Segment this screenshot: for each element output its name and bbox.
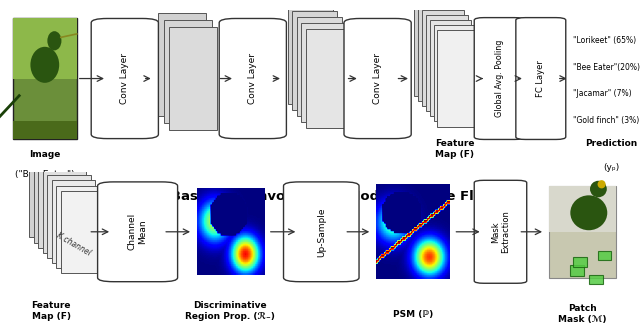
Ellipse shape bbox=[570, 195, 607, 230]
Text: K channel: K channel bbox=[55, 231, 92, 258]
Bar bbox=[301, 23, 346, 122]
Ellipse shape bbox=[590, 181, 607, 197]
Bar bbox=[549, 186, 616, 278]
FancyBboxPatch shape bbox=[474, 17, 524, 140]
Bar bbox=[292, 11, 337, 110]
Text: Feature
Map (F): Feature Map (F) bbox=[31, 301, 71, 321]
Bar bbox=[169, 27, 216, 130]
Text: Conv Layer: Conv Layer bbox=[373, 53, 382, 104]
Bar bbox=[589, 275, 603, 284]
Text: Prediction: Prediction bbox=[585, 139, 637, 148]
Bar bbox=[598, 251, 611, 260]
Ellipse shape bbox=[47, 31, 61, 50]
Text: "Bee Eater"(20%): "Bee Eater"(20%) bbox=[573, 63, 640, 72]
FancyBboxPatch shape bbox=[284, 182, 359, 282]
Bar bbox=[288, 5, 333, 104]
Bar bbox=[13, 18, 77, 139]
Bar bbox=[158, 13, 206, 116]
Bar bbox=[61, 191, 104, 273]
Text: (a) Baseline Convolutional Model Feature Flow: (a) Baseline Convolutional Model Feature… bbox=[145, 190, 495, 203]
Text: FC Layer: FC Layer bbox=[536, 60, 545, 97]
FancyBboxPatch shape bbox=[92, 18, 159, 139]
Bar bbox=[56, 185, 100, 268]
Bar bbox=[549, 186, 616, 232]
Text: Conv Layer: Conv Layer bbox=[248, 53, 257, 104]
Bar bbox=[164, 20, 211, 123]
FancyBboxPatch shape bbox=[97, 182, 177, 282]
Bar bbox=[13, 18, 77, 79]
Bar bbox=[422, 10, 464, 106]
Bar bbox=[47, 176, 91, 258]
Ellipse shape bbox=[598, 180, 605, 188]
Bar bbox=[438, 30, 479, 127]
Bar bbox=[52, 181, 95, 263]
Text: Image: Image bbox=[29, 149, 61, 158]
Bar bbox=[419, 5, 460, 101]
Bar bbox=[570, 265, 584, 276]
Ellipse shape bbox=[31, 47, 60, 83]
Bar bbox=[415, 0, 456, 96]
Text: Global Avg. Pooling: Global Avg. Pooling bbox=[495, 40, 504, 117]
Bar bbox=[13, 120, 77, 139]
Bar bbox=[38, 165, 82, 248]
FancyBboxPatch shape bbox=[219, 18, 287, 139]
Text: Conv Layer: Conv Layer bbox=[120, 53, 129, 104]
Text: (yₚ): (yₚ) bbox=[603, 163, 620, 172]
Bar bbox=[430, 20, 472, 116]
Bar bbox=[29, 155, 73, 238]
FancyBboxPatch shape bbox=[344, 18, 412, 139]
Bar bbox=[297, 17, 342, 116]
Bar bbox=[34, 160, 77, 243]
Text: "Gold finch" (3%): "Gold finch" (3%) bbox=[573, 116, 639, 125]
Bar bbox=[426, 15, 468, 111]
Bar bbox=[43, 170, 86, 253]
Text: Mask
Extraction: Mask Extraction bbox=[491, 210, 510, 253]
Bar bbox=[573, 257, 587, 267]
Text: Channel
Mean: Channel Mean bbox=[128, 213, 147, 250]
Text: Patch
Mask (ℳ): Patch Mask (ℳ) bbox=[558, 305, 607, 324]
Text: PSM (ℙ): PSM (ℙ) bbox=[393, 310, 433, 319]
Text: ("Bee Eater"): ("Bee Eater") bbox=[15, 170, 75, 179]
Text: Discriminative
Region Prop. (ℛ₋): Discriminative Region Prop. (ℛ₋) bbox=[186, 301, 275, 321]
Text: "Jacamar" (7%): "Jacamar" (7%) bbox=[573, 89, 632, 98]
Bar bbox=[434, 25, 476, 121]
Text: Up-Sample: Up-Sample bbox=[317, 207, 326, 256]
Text: "Lorikeet" (65%): "Lorikeet" (65%) bbox=[573, 36, 636, 45]
FancyBboxPatch shape bbox=[474, 180, 527, 283]
FancyBboxPatch shape bbox=[516, 17, 566, 140]
Bar bbox=[306, 29, 351, 128]
Text: Feature
Map (F): Feature Map (F) bbox=[435, 139, 474, 159]
